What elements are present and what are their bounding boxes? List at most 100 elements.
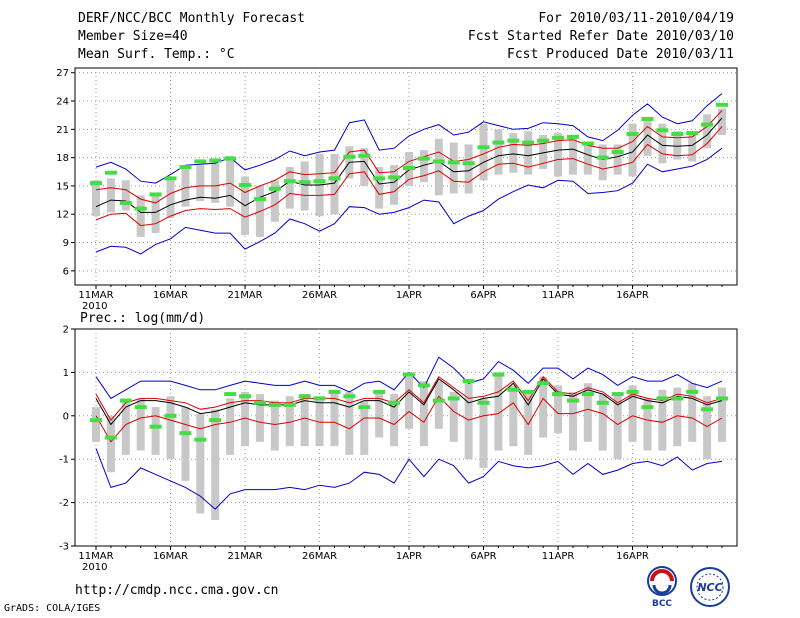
observed-marker: [239, 182, 252, 187]
ensemble-min-line: [95, 147, 723, 255]
mean-spread-line: [95, 375, 723, 421]
ensemble-box: [718, 108, 726, 135]
ncc-logo: NCC: [690, 567, 730, 607]
observed-marker: [239, 394, 252, 399]
ensemble-box: [196, 165, 205, 202]
observed-marker: [417, 156, 430, 161]
ensemble-box: [270, 180, 279, 222]
observed-marker: [492, 372, 505, 377]
ensemble-box: [285, 167, 294, 209]
observed-marker: [164, 176, 177, 181]
ensemble-box: [598, 394, 607, 451]
observed-marker: [119, 398, 132, 403]
ensemble-box: [270, 400, 279, 451]
ensemble-box: [360, 400, 369, 455]
x-tick-label: 16APR: [616, 551, 649, 562]
observed-marker: [477, 400, 490, 405]
ensemble-box: [688, 383, 697, 442]
observed-marker: [164, 413, 177, 418]
ensemble-box: [464, 383, 473, 460]
observed-marker: [537, 138, 550, 143]
observed-marker: [566, 134, 579, 139]
ensemble-box: [673, 387, 682, 447]
x-tick-label: 6APR: [470, 290, 496, 301]
observed-marker: [671, 132, 684, 137]
observed-marker: [298, 180, 311, 185]
ensemble-box: [300, 161, 309, 211]
ensemble-box: [285, 396, 294, 447]
bcc-logo: BCC: [647, 566, 677, 609]
agency-logos: BCC NCC: [647, 566, 730, 609]
ensemble-box: [718, 387, 726, 442]
ensemble-box: [166, 180, 175, 219]
year-label: 2010: [82, 562, 107, 573]
x-tick-label: 11MAR: [78, 290, 113, 301]
observed-marker: [313, 396, 326, 401]
ensemble-box: [628, 385, 637, 442]
ensemble-box: [449, 142, 458, 194]
ensemble-box: [539, 134, 548, 169]
observed-marker: [581, 392, 594, 397]
produced-date: Fcst Produced Date 2010/03/11: [507, 47, 734, 62]
observed-marker: [268, 402, 281, 407]
ensemble-box: [181, 407, 190, 481]
ensemble-box: [524, 131, 533, 175]
observed-marker: [268, 186, 281, 191]
x-tick-label: 21MAR: [227, 551, 262, 562]
ensemble-box: [539, 376, 548, 438]
observed-marker: [522, 389, 535, 394]
ensemble-max-line: [95, 93, 723, 184]
member-size: Member Size=40: [78, 29, 188, 44]
ensemble-box: [419, 381, 428, 447]
source-url[interactable]: http://cmdp.ncc.cma.gov.cn: [75, 583, 279, 598]
observed-marker: [224, 392, 237, 397]
observed-marker: [552, 135, 565, 140]
ensemble-box: [315, 396, 324, 447]
ensemble-box: [494, 372, 503, 451]
ensemble-box: [464, 144, 473, 194]
observed-marker: [522, 140, 535, 145]
year-label: 2010: [82, 301, 107, 312]
ensemble-box: [196, 413, 205, 514]
observed-marker: [313, 179, 326, 184]
observed-marker: [179, 165, 192, 170]
observed-marker: [90, 418, 102, 423]
ncc-logo-text: NCC: [697, 581, 722, 594]
observed-marker: [447, 396, 460, 401]
observed-marker: [701, 122, 714, 127]
forecast-period: For 2010/03/11-2010/04/19: [538, 11, 734, 26]
precip-title: Prec.: log(mm/d): [80, 311, 205, 326]
y-tick-label: 21: [56, 125, 69, 136]
observed-marker: [507, 387, 520, 392]
x-tick-label: 6APR: [470, 551, 496, 562]
ensemble-box: [628, 123, 637, 177]
observed-marker: [477, 145, 490, 150]
observed-marker: [328, 389, 341, 394]
ensemble-box: [360, 148, 369, 186]
ensemble-box: [658, 389, 667, 451]
ensemble-box: [330, 389, 339, 447]
ensemble-box: [390, 165, 399, 205]
started-date: Fcst Started Refer Date 2010/03/10: [467, 29, 734, 44]
mean-spread-line: [95, 126, 723, 227]
x-tick-label: 1APR: [396, 551, 422, 562]
ensemble-box: [300, 394, 309, 447]
y-tick-label: 27: [56, 68, 69, 79]
ensemble-box: [419, 150, 428, 183]
ensemble-box: [211, 161, 220, 203]
ensemble-box: [583, 383, 592, 442]
y-tick-label: -1: [59, 455, 69, 466]
ensemble-box: [449, 391, 458, 442]
ensemble-min-line: [95, 448, 723, 510]
observed-marker: [552, 392, 565, 397]
ensemble-box: [434, 138, 443, 196]
ensemble-box: [613, 144, 622, 175]
observed-marker: [134, 206, 147, 211]
ensemble-box: [106, 415, 115, 473]
ensemble-box: [345, 391, 354, 455]
observed-marker: [626, 389, 639, 394]
ensemble-box: [703, 114, 712, 149]
ensemble-box: [92, 407, 100, 442]
ensemble-box: [434, 381, 443, 429]
ensemble-box: [568, 136, 577, 175]
